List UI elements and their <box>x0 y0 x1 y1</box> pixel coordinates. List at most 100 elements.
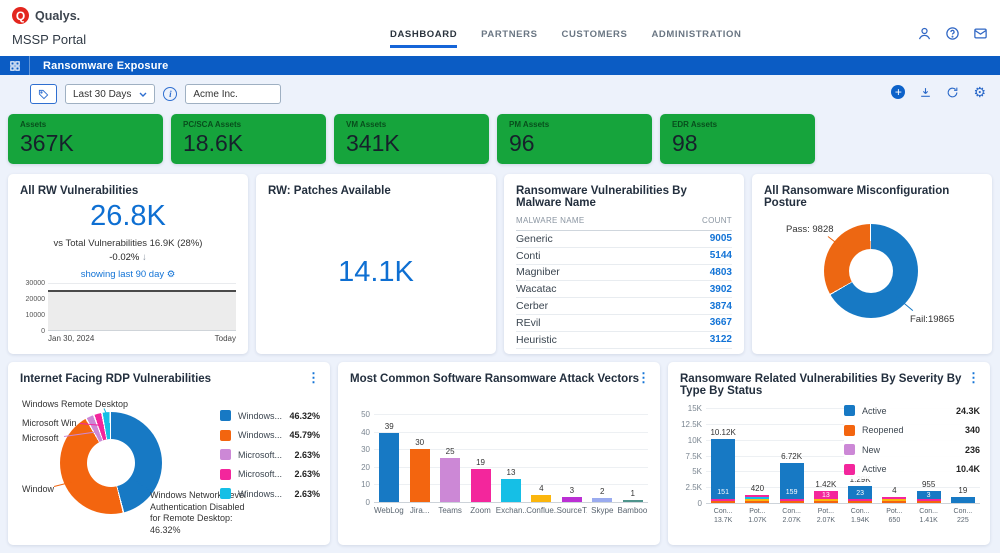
x-axis-label: Pot... 2.07K <box>816 508 836 525</box>
malware-count-link[interactable]: 4803 <box>709 266 732 278</box>
table-header: MALWARE NAME COUNT <box>516 216 732 231</box>
legend-item[interactable]: Windows... 45.79% <box>220 426 320 446</box>
bar-segment <box>711 501 736 503</box>
bar-segment <box>848 486 873 499</box>
col-count: COUNT <box>702 216 732 225</box>
customer-input[interactable] <box>185 84 282 104</box>
legend-swatch <box>220 449 231 461</box>
rw-vulns-delta: -0.02% ↓ <box>109 252 147 263</box>
x-axis-label: Zoom <box>470 506 491 515</box>
legend-item[interactable]: Windows... 2.63% <box>220 484 320 504</box>
refresh-icon[interactable] <box>946 86 959 99</box>
card-title: All RW Vulnerabilities <box>20 185 139 197</box>
table-row: Generic 9005 <box>516 231 732 248</box>
nav-tab-administration[interactable]: ADMINISTRATION <box>651 29 742 40</box>
stacked-bar[interactable] <box>745 495 770 503</box>
fail-label: Fail:19865 <box>910 314 955 325</box>
malware-count-link[interactable]: 9005 <box>709 233 732 245</box>
severity-legend: Active 24.3K Reopened 340 New 236 Active 10.4K <box>844 401 980 479</box>
add-widget-button[interactable]: + <box>891 85 906 99</box>
nav-tab-dashboard[interactable]: DASHBOARD <box>390 29 458 48</box>
stacked-bar[interactable] <box>950 497 975 503</box>
range-link[interactable]: showing last 90 day ⚙ <box>80 269 176 280</box>
bar[interactable] <box>592 498 613 502</box>
malware-count-link[interactable]: 5144 <box>709 250 732 262</box>
bar[interactable] <box>561 496 582 502</box>
user-icon[interactable] <box>917 26 932 41</box>
malware-count-link[interactable]: 3874 <box>709 300 732 312</box>
malware-count-link[interactable]: 3667 <box>709 317 732 329</box>
help-icon[interactable] <box>945 26 960 41</box>
date-range-value: Last 30 Days <box>73 88 132 100</box>
bar-total-label: 420 <box>750 484 765 493</box>
donut-hole <box>87 439 135 487</box>
malware-count-link[interactable]: 3902 <box>709 283 732 295</box>
stat-card[interactable]: VM Assets 341K <box>334 114 489 164</box>
kebab-menu-icon[interactable]: ⋮ <box>967 370 980 385</box>
legend-item[interactable]: Active 24.3K <box>844 401 980 421</box>
settings-gear-icon[interactable]: ⚙ <box>973 84 986 100</box>
legend-swatch <box>220 488 231 500</box>
stat-card[interactable]: PC/SCA Assets 18.6K <box>171 114 326 164</box>
legend-item[interactable]: Active 10.4K <box>844 460 980 480</box>
trend-down-icon: ↓ <box>142 252 147 263</box>
bar[interactable] <box>500 479 521 502</box>
stat-label: PC/SCA Assets <box>183 120 242 129</box>
legend-item[interactable]: Microsoft... 2.63% <box>220 445 320 465</box>
bar[interactable] <box>379 433 400 502</box>
bar-slot: 39 <box>374 414 404 502</box>
tag-filter-button[interactable] <box>30 84 57 104</box>
table-row: Heuristic 3122 <box>516 332 732 349</box>
bar[interactable] <box>470 468 491 502</box>
card-title: Most Common Software Ransomware Attack V… <box>350 373 640 385</box>
legend-swatch <box>220 429 231 441</box>
mail-icon[interactable] <box>973 26 988 41</box>
chevron-down-icon <box>139 92 147 97</box>
bar[interactable] <box>531 494 552 502</box>
stat-card[interactable]: Assets 367K <box>8 114 163 164</box>
stacked-bar[interactable]: 151 <box>711 438 736 503</box>
kebab-menu-icon[interactable]: ⋮ <box>307 370 320 385</box>
rw-vulns-count: 26.8K <box>90 200 166 232</box>
bar[interactable] <box>409 449 430 502</box>
stat-card[interactable]: PM Assets 96 <box>497 114 652 164</box>
range-gear-icon: ⚙ <box>166 269 176 280</box>
info-icon[interactable]: i <box>163 87 178 101</box>
legend-label: Active <box>862 405 887 416</box>
nav-tab-partners[interactable]: PARTNERS <box>481 29 538 40</box>
legend-item[interactable]: New 236 <box>844 440 980 460</box>
legend-item[interactable]: Windows... 46.32% <box>220 406 320 426</box>
x-axis-label: Con... 1.41K <box>919 508 938 525</box>
rdp-donut-chart[interactable] <box>60 412 162 514</box>
bar-segment <box>950 497 975 503</box>
callout-windows-remote-desktop: Windows Remote Desktop <box>22 399 129 409</box>
nav-tab-customers[interactable]: CUSTOMERS <box>561 29 628 40</box>
stacked-bar[interactable] <box>882 497 907 503</box>
legend-value: 46.32% <box>289 410 320 421</box>
legend-value: 24.3K <box>955 405 980 416</box>
bar[interactable] <box>440 458 461 502</box>
dashboard-banner: Ransomware Exposure <box>0 56 1000 75</box>
dashboard-actions: + ⚙ <box>891 85 986 99</box>
date-range-select[interactable]: Last 30 Days <box>65 84 156 104</box>
kebab-menu-icon[interactable]: ⋮ <box>637 370 650 385</box>
x-axis-label: Teams <box>438 506 462 515</box>
legend-item[interactable]: Microsoft... 2.63% <box>220 465 320 485</box>
table-row: REvil 3667 <box>516 315 732 332</box>
dashboard-picker-icon[interactable] <box>0 56 30 75</box>
stat-card[interactable]: EDR Assets 98 <box>660 114 815 164</box>
stacked-bar[interactable]: 159 <box>779 462 804 503</box>
bar-slot: 23 1.29K <box>843 408 877 503</box>
stacked-bar[interactable]: 13 <box>813 491 838 503</box>
stacked-bar[interactable]: 23 <box>848 486 873 503</box>
stacked-bar[interactable]: 3 <box>916 491 941 503</box>
bar-slot: 19 <box>946 408 980 503</box>
stat-value: 341K <box>346 130 400 156</box>
malware-count-link[interactable]: 3122 <box>709 334 732 346</box>
bar[interactable] <box>622 500 643 502</box>
bar-segment <box>813 501 838 503</box>
card-malware-table: Ransomware Vulnerabilities By Malware Na… <box>504 174 744 354</box>
download-icon[interactable] <box>919 86 932 99</box>
legend-item[interactable]: Reopened 340 <box>844 421 980 441</box>
